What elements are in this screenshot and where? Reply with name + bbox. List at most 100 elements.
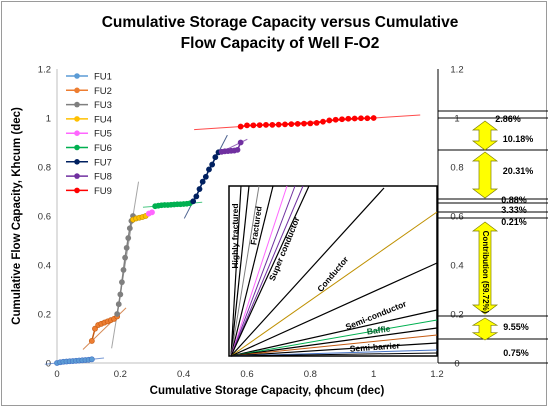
inset-fan-line bbox=[230, 187, 385, 357]
contribution-label: 2.86% bbox=[495, 114, 521, 124]
y-axis-title: Cumulative Flow Capacity, Khcum (dec) bbox=[11, 107, 23, 325]
contribution-label: Contribution (59.72%) bbox=[481, 231, 490, 314]
legend-label: FU8 bbox=[94, 172, 112, 183]
data-point bbox=[269, 121, 276, 128]
data-point bbox=[209, 161, 216, 168]
contribution-label: 20.31% bbox=[503, 166, 534, 176]
inset-fan-line bbox=[230, 327, 438, 357]
data-point bbox=[275, 121, 282, 128]
double-arrow bbox=[471, 120, 499, 151]
legend-marker bbox=[74, 130, 80, 136]
data-point bbox=[351, 115, 358, 122]
data-point bbox=[263, 121, 269, 128]
series-fu7 bbox=[190, 149, 222, 205]
data-point bbox=[199, 178, 206, 185]
inset-fan-line bbox=[230, 319, 438, 357]
fit-line-fu3 bbox=[111, 181, 140, 349]
data-point bbox=[190, 198, 197, 205]
y-tick-label: 1 bbox=[46, 114, 51, 125]
right-tick-label: 0.4 bbox=[450, 261, 463, 272]
y-tick-label: 1.2 bbox=[38, 65, 51, 76]
inset-fan-line bbox=[230, 185, 242, 357]
contribution-label: 0.21% bbox=[501, 217, 527, 227]
y-tick-label: 0.4 bbox=[38, 261, 51, 272]
series-fu8 bbox=[218, 139, 244, 155]
data-point bbox=[125, 235, 132, 241]
legend-marker bbox=[74, 87, 80, 94]
legend-label: FU7 bbox=[94, 157, 112, 168]
inset-fan-line bbox=[230, 185, 274, 357]
data-point bbox=[237, 139, 244, 146]
contribution-label: 3.33% bbox=[501, 205, 527, 215]
legend-marker bbox=[74, 159, 80, 165]
legend-label: FU6 bbox=[94, 143, 112, 154]
data-point bbox=[244, 122, 250, 129]
data-point bbox=[123, 244, 130, 251]
legend-marker bbox=[74, 101, 80, 108]
inset-fan-line bbox=[230, 185, 288, 357]
data-point bbox=[320, 118, 326, 125]
data-point bbox=[370, 115, 377, 121]
right-tick-label: 0.2 bbox=[450, 310, 463, 321]
chart-title-line-1: Cumulative Storage Capacity versus Cumul… bbox=[101, 14, 459, 31]
chart-title-line-2: Flow Capacity of Well F-O2 bbox=[180, 35, 380, 52]
data-point bbox=[234, 146, 241, 153]
contribution-label: 9.55% bbox=[503, 322, 529, 332]
legend-label: FU2 bbox=[94, 86, 112, 97]
data-point bbox=[250, 122, 257, 129]
x-tick-label: 0.4 bbox=[177, 369, 190, 380]
inset-fan-line bbox=[230, 185, 296, 357]
inset-fan-line bbox=[230, 211, 438, 357]
data-point bbox=[237, 123, 244, 130]
x-tick-label: 1.2 bbox=[430, 369, 443, 380]
legend-marker bbox=[74, 116, 80, 122]
data-point bbox=[332, 116, 339, 123]
x-tick-label: 0.8 bbox=[304, 369, 317, 380]
right-tick-label: 0.8 bbox=[450, 163, 463, 174]
chart-title: Cumulative Storage Capacity versus Cumul… bbox=[80, 12, 480, 54]
legend-marker bbox=[74, 144, 80, 151]
legend-entry-fu3: FU3 bbox=[66, 100, 112, 111]
legend-marker bbox=[74, 73, 80, 79]
data-point bbox=[345, 115, 352, 122]
data-point bbox=[282, 121, 288, 128]
x-axis-title: Cumulative Storage Capacity, ϕhcum (dec) bbox=[150, 385, 385, 397]
data-point bbox=[313, 120, 320, 126]
data-point bbox=[114, 311, 121, 317]
inset-label: Semi-barrier bbox=[349, 340, 400, 354]
legend-entry-fu5: FU5 bbox=[66, 129, 112, 140]
double-arrow bbox=[471, 221, 499, 315]
classification-inset: Highly fractured Fractured Super conductor… bbox=[228, 185, 438, 357]
contribution-label: 0.88% bbox=[501, 195, 527, 205]
legend-entry-fu8: FU8 bbox=[66, 172, 112, 183]
x-tick-label: 0.6 bbox=[240, 369, 253, 380]
legend-marker bbox=[74, 187, 80, 194]
series-fu6 bbox=[152, 200, 193, 210]
legend-label: FU3 bbox=[94, 100, 112, 111]
inset-fan-line bbox=[230, 352, 438, 357]
y-tick-label: 0.2 bbox=[38, 310, 51, 321]
y-tick-label: 0.8 bbox=[38, 163, 51, 174]
legend-entry-fu9: FU9 bbox=[66, 186, 112, 197]
data-point bbox=[307, 120, 314, 127]
right-tick-label: 0.6 bbox=[450, 212, 463, 223]
data-point bbox=[326, 117, 333, 124]
legend-entry-fu2: FU2 bbox=[66, 86, 112, 97]
legend-entry-fu6: FU6 bbox=[66, 143, 112, 154]
inset-fan-line bbox=[230, 185, 250, 357]
inset-label: Highly fractured bbox=[230, 203, 240, 268]
series-fu9 bbox=[237, 115, 377, 130]
data-point bbox=[212, 154, 219, 161]
data-point bbox=[196, 186, 203, 192]
data-point bbox=[122, 254, 128, 261]
legend-marker bbox=[74, 173, 80, 179]
right-tick-label: 1.2 bbox=[450, 65, 463, 76]
inset-fan-line bbox=[230, 309, 438, 357]
legend-entry-fu4: FU4 bbox=[66, 114, 112, 125]
legend-label: FU5 bbox=[94, 129, 112, 140]
legend-entry-fu7: FU7 bbox=[66, 157, 112, 168]
legend-label: FU9 bbox=[94, 186, 112, 197]
data-point bbox=[339, 116, 345, 123]
series-fu1 bbox=[54, 356, 95, 366]
